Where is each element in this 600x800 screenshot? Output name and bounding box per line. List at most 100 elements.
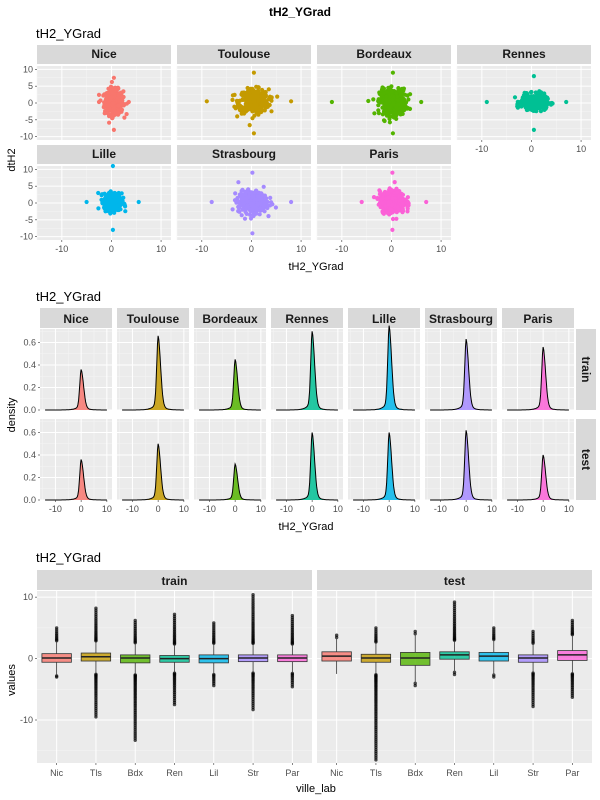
- row-strip: [576, 419, 596, 500]
- scatter-point-extreme: [126, 99, 131, 105]
- scatter-point: [113, 193, 118, 198]
- scatter-point: [234, 200, 239, 205]
- y-tick-label: 0.4: [23, 450, 36, 460]
- outlier-point: [172, 612, 177, 616]
- scatter-point: [384, 196, 389, 201]
- scatter-point: [377, 192, 382, 197]
- scatter-point: [372, 111, 377, 116]
- scatter-point: [251, 211, 256, 217]
- scatter-point: [116, 103, 121, 108]
- x-tick-label: -10: [203, 504, 216, 514]
- scatter-point: [108, 95, 113, 100]
- scatter-point: [237, 107, 242, 113]
- density-panel-paris-test: -10 0 10: [502, 419, 574, 514]
- scatter-point: [106, 192, 111, 197]
- scatter-point: [116, 197, 121, 202]
- box-outliers: [334, 633, 339, 640]
- scatter-point: [244, 103, 249, 108]
- box-ren: [439, 600, 470, 677]
- outlier-point: [374, 758, 378, 762]
- facet-strip-label: Lille: [372, 312, 396, 326]
- scatter-point: [252, 98, 257, 103]
- y-tick-label: 0.0: [23, 495, 36, 505]
- density-panel-toulouse-train: [117, 329, 189, 411]
- scatter-point: [379, 92, 384, 97]
- x-tick-label: -10: [511, 504, 524, 514]
- density-xlabel: tH2_YGrad: [278, 521, 333, 533]
- scatter-point: [96, 206, 101, 211]
- scatter-point: [390, 196, 395, 201]
- scatter-point: [512, 95, 518, 100]
- outlier-point: [54, 675, 59, 679]
- facet-strip-label: Toulouse: [127, 312, 180, 326]
- boxplot-panel-train: train Nic Tls Bdx Ren Lil Str Par -10 0 10: [20, 570, 312, 778]
- panel-background: [425, 419, 497, 500]
- scatter-point-extreme: [84, 199, 89, 205]
- scatter-point: [243, 98, 248, 103]
- scatter-point-extreme: [390, 170, 395, 175]
- scatter-facet-toulouse: Toulouse: [176, 45, 311, 140]
- scatter-point: [390, 97, 395, 102]
- scatter-point-extreme: [531, 74, 537, 79]
- outlier-point: [531, 704, 535, 709]
- panel-background: [40, 419, 112, 500]
- panel-background: [348, 329, 420, 410]
- scatter-point-extreme: [209, 199, 214, 205]
- x-tick-label: -10: [475, 144, 488, 154]
- panel-background: [40, 329, 112, 410]
- scatter-point: [397, 198, 403, 204]
- scatter-point: [395, 190, 400, 195]
- scatter-point: [387, 107, 393, 112]
- scatter-point: [366, 98, 371, 104]
- scatter-point: [254, 95, 260, 100]
- facet-strip: [502, 308, 574, 328]
- scatter-point-extreme: [250, 170, 255, 175]
- facet-strip-label: Nice: [91, 47, 117, 61]
- y-tick-label: 0.6: [23, 338, 36, 348]
- facet-strip-label: Rennes: [285, 312, 329, 326]
- scatter-point: [252, 91, 257, 96]
- scatter-facet-bordeaux: Bordeaux: [316, 45, 451, 140]
- scatter-point: [240, 207, 245, 212]
- scatter-point: [118, 207, 123, 212]
- scatter-point-extreme: [329, 99, 334, 105]
- scatter-point: [255, 202, 260, 207]
- scatter-point: [381, 211, 386, 216]
- outlier-point: [290, 613, 295, 618]
- box-bdx: [120, 618, 151, 742]
- scatter-point: [109, 79, 114, 85]
- scatter-point-extreme: [390, 70, 395, 75]
- scatter-points-bordeaux: [329, 70, 424, 136]
- scatter-point: [244, 211, 249, 216]
- box-nic: [321, 633, 352, 674]
- scatter-point: [256, 98, 261, 103]
- scatter-point: [384, 113, 390, 118]
- facet-strip-label: Paris: [369, 147, 399, 161]
- y-tick-label: 0: [28, 98, 33, 108]
- scatter-point: [122, 115, 127, 120]
- boxplot-ylabel: values: [6, 664, 18, 696]
- y-tick-label: 0.4: [23, 360, 36, 370]
- scatter-point-extreme: [531, 127, 537, 132]
- x-tick-label: Bdx: [127, 768, 143, 778]
- scatter-point: [108, 189, 113, 194]
- scatter-point: [389, 89, 394, 94]
- scatter-point: [378, 205, 383, 210]
- scatter-points-lille: [84, 163, 141, 232]
- scatter-point: [238, 192, 243, 197]
- box-outliers: [251, 593, 255, 712]
- row-strip-label: train: [579, 356, 593, 382]
- scatter-point: [235, 114, 240, 119]
- scatter-point: [396, 110, 401, 115]
- scatter-point: [266, 214, 271, 219]
- scatter-point: [123, 209, 128, 214]
- scatter-point: [259, 104, 264, 110]
- scatter-point: [96, 190, 101, 196]
- density-panel-strasbourg-train: [425, 329, 497, 411]
- scatter-point: [538, 95, 544, 100]
- y-tick-label: 0.2: [23, 383, 36, 393]
- scatter-point: [121, 195, 126, 200]
- scatter-point: [254, 206, 259, 211]
- outlier-point: [413, 683, 417, 688]
- facet-strip: [40, 308, 112, 328]
